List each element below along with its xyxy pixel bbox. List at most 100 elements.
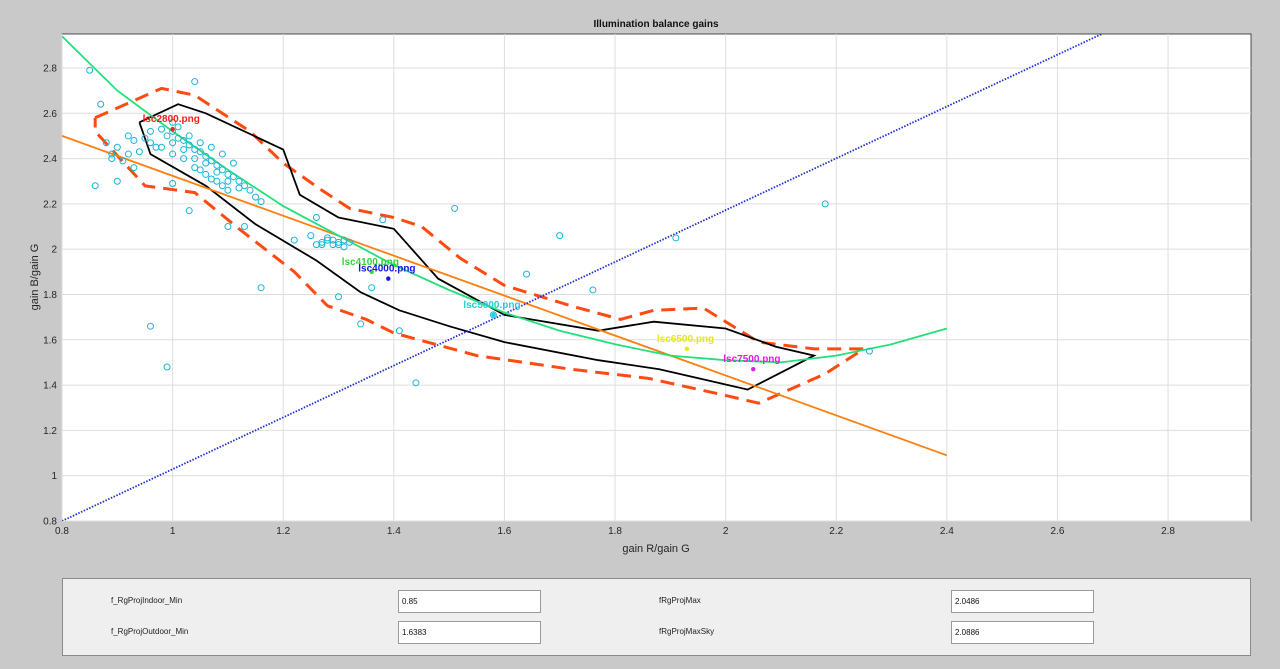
sample-point bbox=[672, 234, 680, 242]
sample-point bbox=[108, 150, 116, 158]
sample-point bbox=[130, 164, 138, 172]
y-tick-label: 1.2 bbox=[43, 426, 57, 437]
sample-point bbox=[202, 159, 210, 167]
x-tick-label: 2.8 bbox=[1161, 526, 1175, 537]
sample-point bbox=[191, 78, 199, 86]
sample-point bbox=[252, 193, 260, 201]
y-tick-label: 2.2 bbox=[43, 199, 57, 210]
sample-point bbox=[224, 223, 232, 231]
sample-point bbox=[235, 177, 243, 185]
sample-point bbox=[235, 184, 243, 192]
sample-point bbox=[108, 155, 116, 163]
illuminant-point bbox=[491, 312, 496, 318]
y-tick-label: 1.4 bbox=[43, 381, 57, 392]
sample-point bbox=[290, 236, 298, 244]
input-rgproj-max-sky[interactable]: 2.0886 bbox=[951, 621, 1094, 644]
label-rgproj-outdoor-min: f_RgProjOutdoor_Min bbox=[111, 627, 189, 636]
input-rgproj-indoor-min[interactable]: 0.85 bbox=[398, 590, 541, 613]
x-tick-label: 1 bbox=[170, 526, 176, 537]
x-axis-label: gain R/gain G bbox=[622, 543, 689, 555]
sample-point bbox=[257, 198, 265, 206]
sample-point bbox=[180, 136, 188, 144]
sample-point bbox=[395, 327, 403, 335]
sample-point bbox=[130, 136, 138, 144]
sample-point bbox=[146, 127, 154, 135]
red-dashed-envelope bbox=[93, 86, 870, 405]
chart-title: Illumination balance gains bbox=[593, 19, 718, 30]
sample-point bbox=[196, 166, 204, 174]
x-tick-label: 2.2 bbox=[829, 526, 843, 537]
sample-point bbox=[412, 379, 420, 387]
y-tick-label: 1.6 bbox=[43, 335, 57, 346]
illuminant-label: lsc4000.png bbox=[358, 264, 415, 275]
sample-point bbox=[207, 175, 215, 183]
sample-point bbox=[185, 207, 193, 215]
sample-point bbox=[91, 182, 99, 190]
blue-diagonal-line bbox=[62, 34, 1103, 521]
sample-point bbox=[169, 118, 177, 126]
sample-point bbox=[218, 150, 226, 158]
sample-point bbox=[196, 139, 204, 147]
sample-point bbox=[821, 200, 829, 208]
sample-point bbox=[146, 322, 154, 330]
parameters-panel: f_RgProjIndoor_Min 0.85 fRgProjMax 2.048… bbox=[62, 578, 1251, 656]
illuminant-point bbox=[386, 276, 391, 281]
sample-point bbox=[185, 132, 193, 140]
x-tick-label: 0.8 bbox=[55, 526, 69, 537]
illuminant-label: lsc2800.png bbox=[143, 114, 200, 125]
input-rgproj-outdoor-min[interactable]: 1.6383 bbox=[398, 621, 541, 644]
green-fit-curve bbox=[62, 35, 948, 364]
sample-point bbox=[202, 152, 210, 160]
label-rgproj-indoor-min: f_RgProjIndoor_Min bbox=[111, 596, 183, 605]
sample-point bbox=[257, 284, 265, 292]
sample-point bbox=[119, 157, 127, 165]
sample-point bbox=[312, 241, 320, 249]
sample-point bbox=[346, 238, 354, 246]
sample-point bbox=[213, 161, 221, 169]
sample-point bbox=[163, 363, 171, 371]
sample-point bbox=[185, 141, 193, 149]
sample-point bbox=[97, 100, 105, 108]
sample-point bbox=[451, 204, 459, 212]
sample-point bbox=[169, 150, 177, 158]
grid bbox=[61, 34, 1251, 522]
curves bbox=[62, 34, 1103, 521]
sample-point bbox=[246, 186, 254, 194]
sample-point bbox=[229, 173, 237, 181]
sample-point bbox=[523, 270, 531, 278]
axes-box bbox=[61, 33, 1252, 522]
sample-point bbox=[589, 286, 597, 294]
sample-point bbox=[113, 143, 121, 151]
sample-point bbox=[158, 143, 166, 151]
illuminant-point bbox=[751, 367, 756, 372]
label-rgproj-max: fRgProjMax bbox=[659, 596, 701, 605]
sample-point bbox=[329, 236, 337, 244]
sample-point bbox=[169, 179, 177, 187]
sample-point bbox=[240, 223, 248, 231]
sample-point bbox=[218, 182, 226, 190]
sample-point bbox=[124, 132, 132, 140]
y-tick-label: 2.6 bbox=[43, 109, 57, 120]
sample-point bbox=[207, 143, 215, 151]
sample-point bbox=[312, 213, 320, 221]
orange-fit-line bbox=[62, 135, 948, 457]
sample-points bbox=[86, 66, 873, 387]
sample-point bbox=[865, 347, 873, 355]
sample-point bbox=[163, 132, 171, 140]
illuminant-label: lsc6500.png bbox=[657, 334, 714, 345]
y-tick-label: 2.8 bbox=[43, 63, 57, 74]
input-rgproj-max[interactable]: 2.0486 bbox=[951, 590, 1094, 613]
illuminant-point bbox=[684, 346, 690, 352]
x-tick-label: 1.8 bbox=[608, 526, 622, 537]
y-tick-label: 0.8 bbox=[43, 517, 57, 528]
x-tick-label: 1.6 bbox=[497, 526, 511, 537]
sample-point bbox=[368, 284, 376, 292]
sample-point bbox=[102, 139, 110, 147]
x-tick-label: 1.4 bbox=[387, 526, 401, 537]
sample-point bbox=[113, 177, 121, 185]
sample-point bbox=[335, 293, 343, 301]
x-tick-label: 2.6 bbox=[1050, 526, 1064, 537]
illuminant-label: lsc5000.png bbox=[463, 300, 520, 311]
